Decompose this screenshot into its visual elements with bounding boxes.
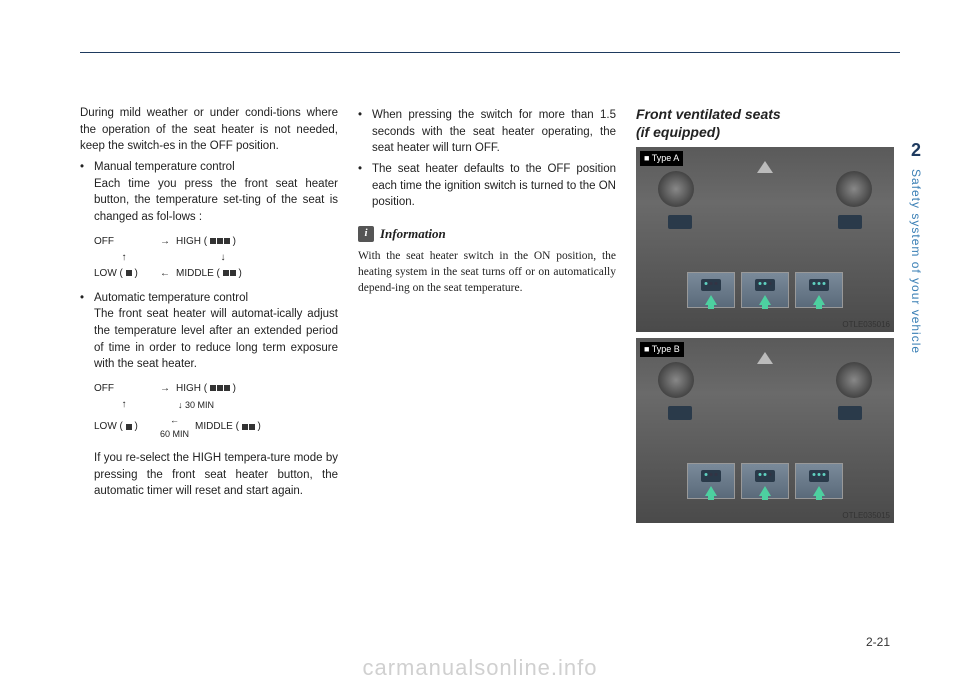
dash-knob-left bbox=[658, 171, 694, 207]
header-rule bbox=[80, 52, 900, 53]
callout-row-a bbox=[687, 272, 843, 308]
bullet-dot: • bbox=[358, 161, 366, 211]
paren-close: ) bbox=[134, 268, 137, 279]
bullet-manual-text: Manual temperature control bbox=[94, 159, 338, 176]
hazard-icon bbox=[757, 161, 773, 173]
info-icon: i bbox=[358, 226, 374, 242]
bars-1-icon bbox=[126, 424, 132, 430]
chapter-label: Safety system of your vehicle bbox=[909, 169, 923, 354]
column-3: Front ventilated seats (if equipped) ■ T… bbox=[636, 105, 894, 529]
callout-level-3 bbox=[795, 272, 843, 308]
bullet-dot: • bbox=[80, 290, 88, 307]
callout-level-2 bbox=[741, 463, 789, 499]
dash-knob-left bbox=[658, 362, 694, 398]
callout-level-3 bbox=[795, 463, 843, 499]
column-2: • When pressing the switch for more than… bbox=[358, 105, 616, 529]
watermark: carmanualsonline.info bbox=[362, 655, 597, 681]
page-number: 2-21 bbox=[866, 635, 890, 649]
bars-2-icon bbox=[223, 270, 236, 276]
arrow-up-icon: ↑ bbox=[94, 250, 154, 266]
section-title-line1: Front ventilated seats bbox=[636, 106, 781, 122]
paren-close: ) bbox=[238, 268, 241, 279]
paren-close: ) bbox=[233, 383, 236, 394]
section-title-line2: (if equipped) bbox=[636, 124, 720, 140]
cycle-off: OFF bbox=[94, 381, 154, 397]
seat-button-left bbox=[668, 406, 692, 420]
content-columns: During mild weather or under condi-tions… bbox=[80, 105, 894, 529]
figure-code-b: OTLE035015 bbox=[842, 510, 890, 522]
info-text: With the seat heater switch in the ON po… bbox=[358, 248, 616, 296]
bullet-press-off-text: When pressing the switch for more than 1… bbox=[372, 107, 616, 157]
figure-code-a: OTLE035016 bbox=[842, 319, 890, 331]
dash-knob-right bbox=[836, 171, 872, 207]
arrow-right-icon: → bbox=[160, 234, 170, 250]
callout-level-1 bbox=[687, 272, 735, 308]
bullet-auto-text: Automatic temperature control bbox=[94, 290, 338, 307]
hazard-icon bbox=[757, 352, 773, 364]
info-header: i Information bbox=[358, 225, 616, 244]
intro-paragraph: During mild weather or under condi-tions… bbox=[80, 105, 338, 155]
closing-paragraph: If you re-select the HIGH tempera-ture m… bbox=[80, 450, 338, 500]
figure-type-a: ■ Type A bbox=[636, 147, 894, 332]
bullet-dot: • bbox=[80, 159, 88, 176]
bullet-auto: • Automatic temperature control bbox=[80, 290, 338, 307]
bars-3-icon bbox=[210, 385, 230, 391]
arrow-up-icon: ↑ bbox=[94, 397, 154, 413]
callout-level-1 bbox=[687, 463, 735, 499]
bullet-default-off: • The seat heater defaults to the OFF po… bbox=[358, 161, 616, 211]
cycle-auto: OFF → HIGH ( ) ↑ ↓ 30 MIN LOW ( bbox=[94, 381, 338, 442]
paren-close: ) bbox=[233, 236, 236, 247]
seat-button-right bbox=[838, 406, 862, 420]
bars-2-icon bbox=[242, 424, 255, 430]
bullet-press-off: • When pressing the switch for more than… bbox=[358, 107, 616, 157]
paren-close: ) bbox=[134, 421, 137, 432]
bullet-default-off-text: The seat heater defaults to the OFF posi… bbox=[372, 161, 616, 211]
seat-button-right bbox=[838, 215, 862, 229]
seat-button-left bbox=[668, 215, 692, 229]
cycle-middle: MIDDLE ( bbox=[195, 421, 239, 432]
cycle-low: LOW ( bbox=[94, 421, 123, 432]
paren-close: ) bbox=[257, 421, 260, 432]
bullet-manual: • Manual temperature control bbox=[80, 159, 338, 176]
timer-60: 60 MIN bbox=[160, 427, 189, 441]
figure-type-b: ■ Type B bbox=[636, 338, 894, 523]
arrow-down-icon: ↓ bbox=[178, 400, 183, 410]
cycle-manual: OFF → HIGH ( ) ↑ ↓ LOW ( ) ← bbox=[94, 234, 338, 282]
column-1: During mild weather or under condi-tions… bbox=[80, 105, 338, 529]
arrow-down-icon: ↓ bbox=[178, 250, 268, 266]
timer-30: 30 MIN bbox=[185, 400, 214, 410]
arrow-right-icon: → bbox=[160, 381, 170, 397]
bars-1-icon bbox=[126, 270, 132, 276]
callout-level-2 bbox=[741, 272, 789, 308]
type-a-label: ■ Type A bbox=[640, 151, 683, 166]
auto-body: The front seat heater will automat-icall… bbox=[80, 306, 338, 373]
cycle-high: HIGH ( bbox=[176, 383, 207, 394]
chapter-number: 2 bbox=[902, 140, 930, 161]
dash-knob-right bbox=[836, 362, 872, 398]
type-b-label: ■ Type B bbox=[640, 342, 684, 357]
cycle-high: HIGH ( bbox=[176, 236, 207, 247]
bullet-dot: • bbox=[358, 107, 366, 157]
chapter-tab: 2 Safety system of your vehicle bbox=[902, 140, 930, 380]
arrow-left-icon: ← bbox=[170, 413, 179, 427]
info-title: Information bbox=[380, 225, 446, 244]
cycle-low: LOW ( bbox=[94, 268, 123, 279]
cycle-middle: MIDDLE ( bbox=[176, 268, 220, 279]
bars-3-icon bbox=[210, 238, 230, 244]
section-title: Front ventilated seats (if equipped) bbox=[636, 105, 894, 141]
cycle-off: OFF bbox=[94, 234, 154, 250]
callout-row-b bbox=[687, 463, 843, 499]
arrow-left-icon: ← bbox=[160, 266, 170, 282]
manual-body: Each time you press the front seat heate… bbox=[80, 176, 338, 226]
